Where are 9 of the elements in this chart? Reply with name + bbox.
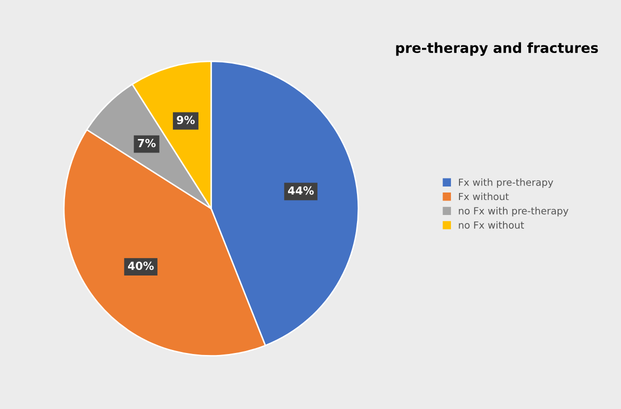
data-label: 44% — [288, 186, 314, 195]
data-label: 40% — [128, 262, 154, 270]
legend-label: no Fx with pre-therapy — [458, 206, 568, 216]
data-label: 9% — [176, 116, 195, 124]
legend-label: no Fx without — [458, 221, 524, 229]
legend-label: Fx with pre-therapy — [458, 178, 554, 188]
chart-title: pre-therapy and fractures — [396, 42, 598, 56]
legend-label: Fx without — [458, 192, 509, 200]
data-label: 7% — [138, 138, 156, 148]
